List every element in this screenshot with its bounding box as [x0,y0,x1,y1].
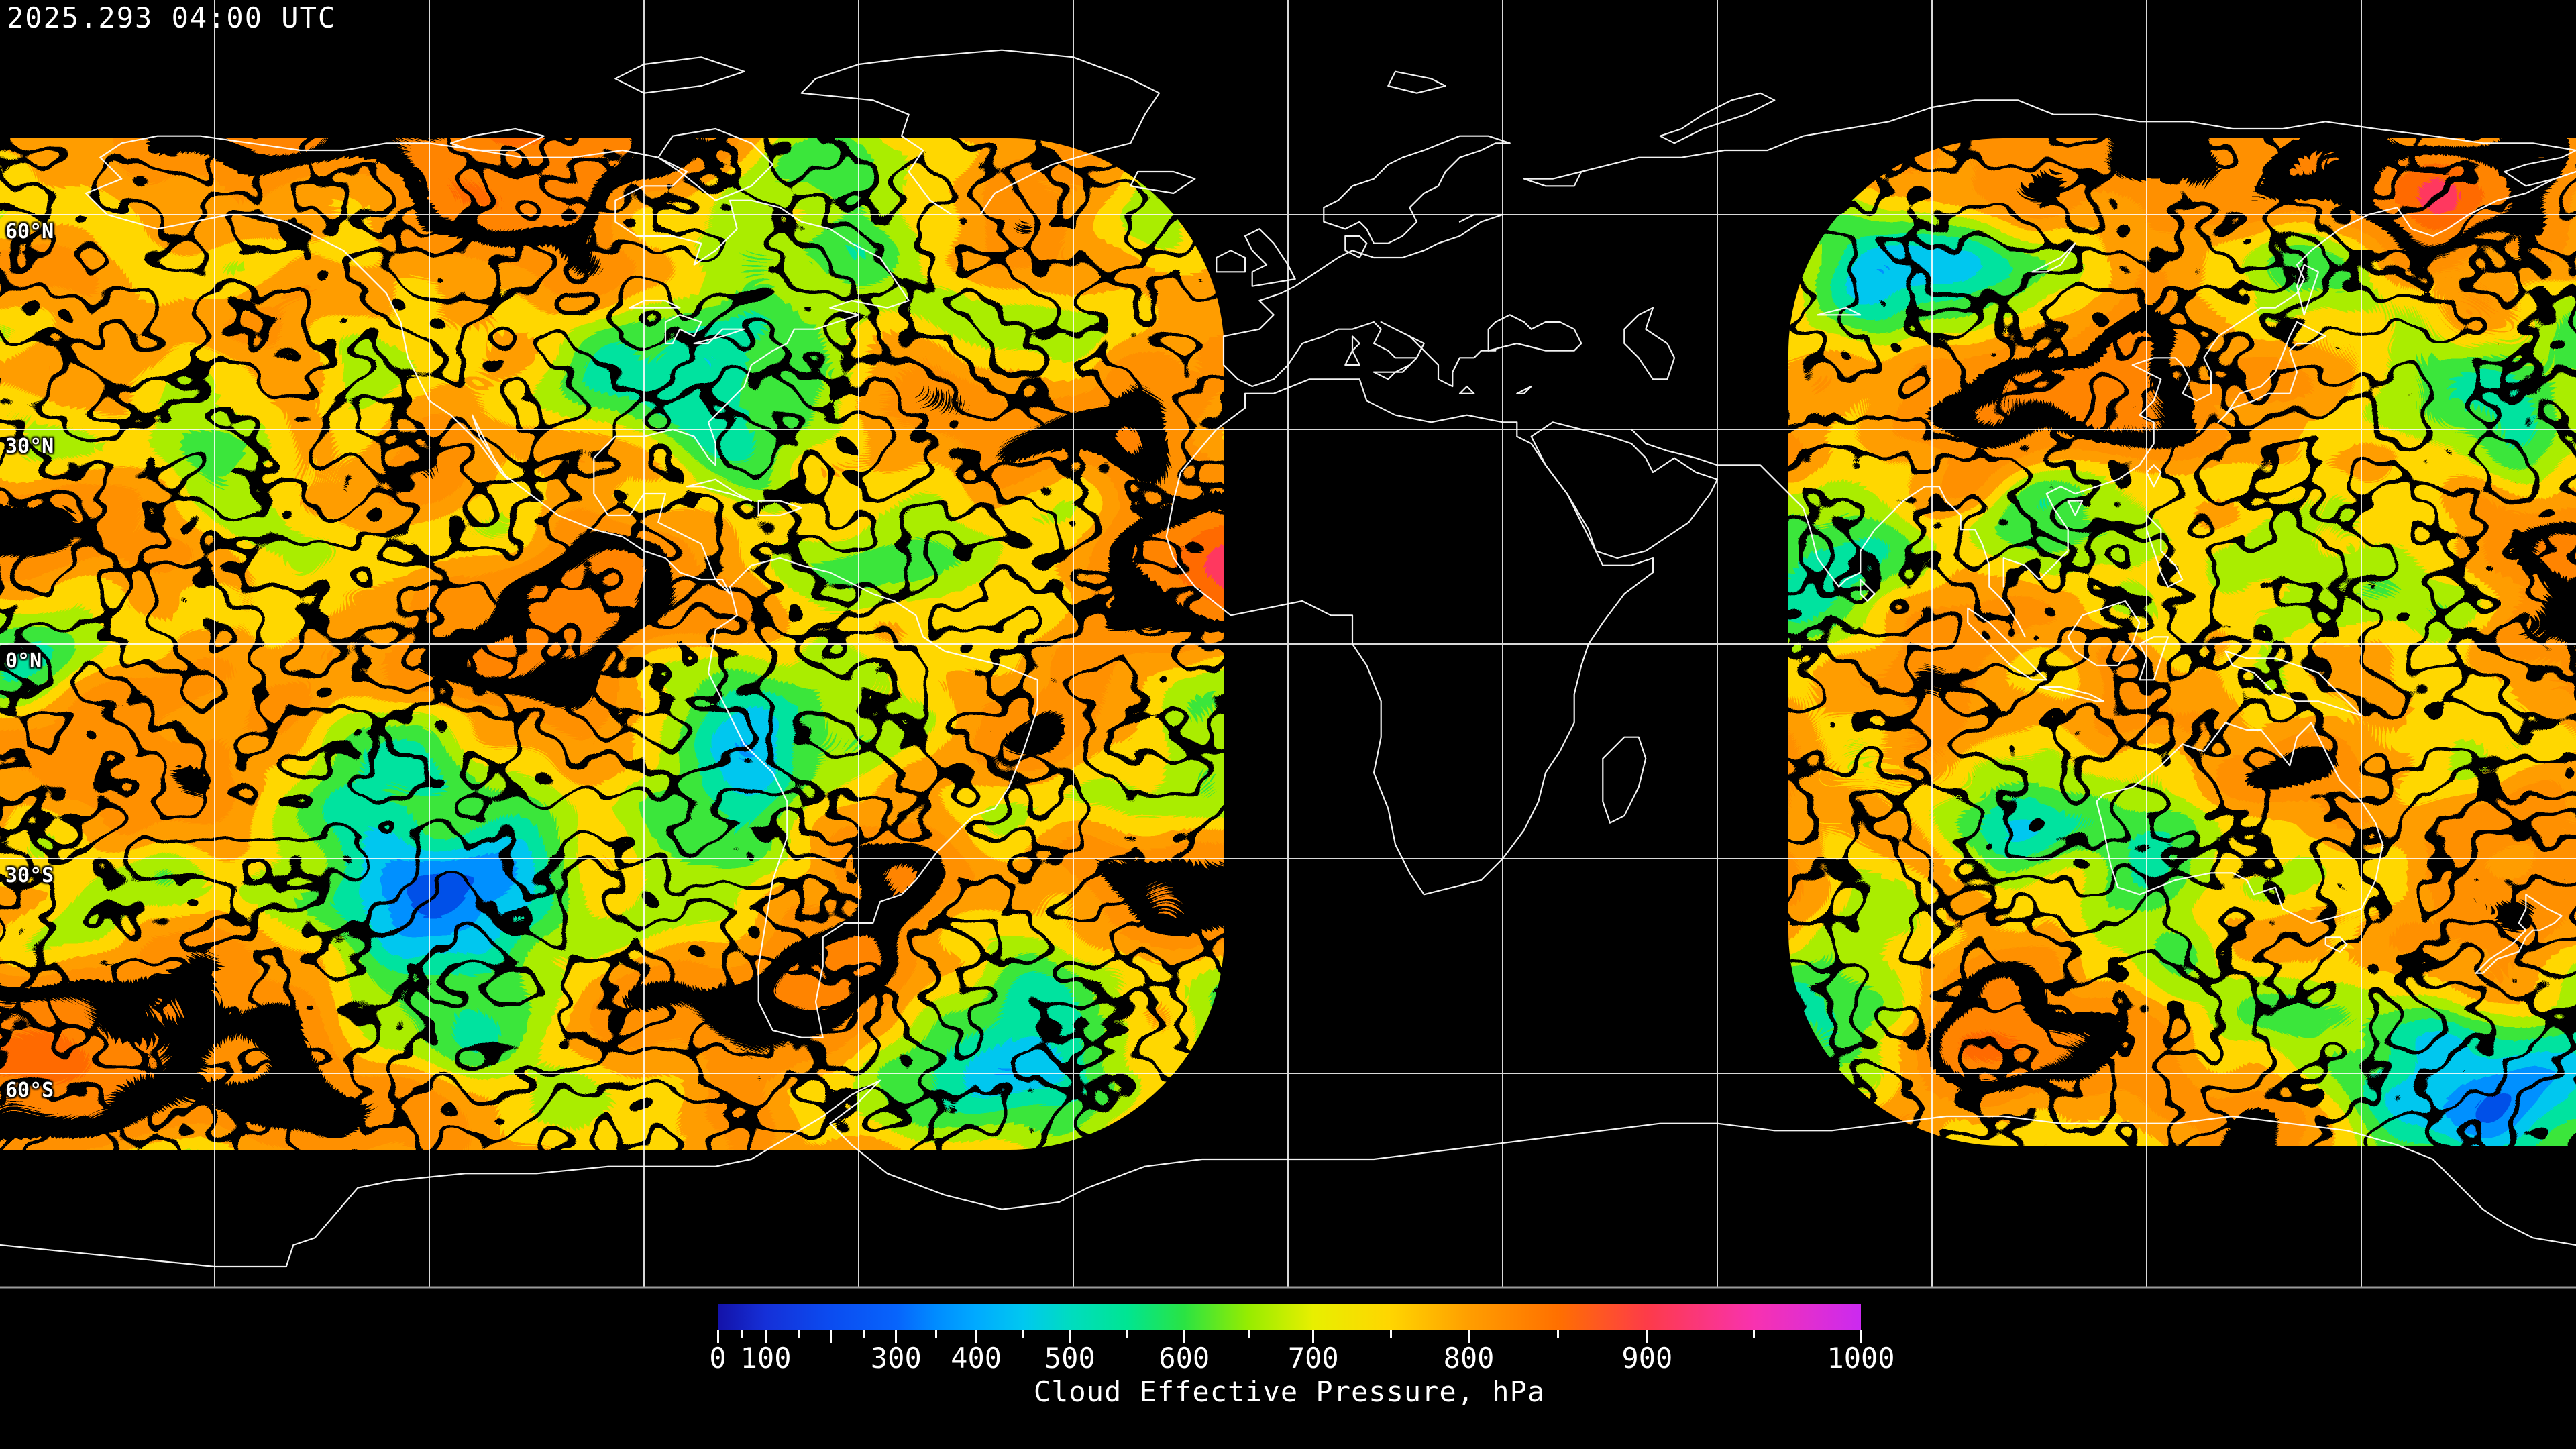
coastline-path [2145,464,2162,488]
coastline-path [1373,213,1504,259]
coastline-path [1216,250,1246,273]
coastline-path [1387,70,1446,94]
latitude-label-60n: 60°N [5,220,54,244]
coastline-path [2296,264,2320,316]
coastline-path [1659,92,1776,144]
coastline-path [2096,722,2384,924]
coastline-path [471,414,509,480]
coastline-path [2038,686,2105,702]
coastline-path [1222,250,1375,337]
coastline-path [1244,228,1296,287]
coastline-path [1323,135,1511,244]
coastline-path [1623,307,1676,380]
coastline-path [1967,607,2047,681]
data-swath-east [1788,138,2576,1146]
coastline-path [2224,650,2363,716]
coastline-path [2475,894,2563,974]
coastline-path [1165,378,1654,896]
coastline-path [2067,600,2141,667]
coastline-path [1516,385,1532,394]
coastline-path [1817,307,1862,316]
coastline-path [85,135,910,595]
coastline-path [1394,328,1497,388]
coastline-path [686,478,753,502]
coastline-path [2324,936,2348,953]
coastline-path [1860,578,1876,602]
coastline-path [2002,170,2576,588]
coastline-path [1344,350,1360,366]
coastline-path [2145,514,2184,588]
coastline-path [449,127,545,152]
coastline-path [657,127,774,201]
coastline-path [757,500,802,517]
latitude-label-0n: 0°N [5,649,42,673]
coastline-path [1602,736,1647,824]
coastline-path [0,1079,2576,1268]
coastline-path [1487,314,1582,352]
latitude-label-30s: 30°S [5,864,54,888]
coastline-path [664,314,702,345]
coastline-path [1222,321,1425,388]
coastline-path [629,299,681,309]
coastline-path [614,56,745,94]
coastline-path [1351,335,1360,352]
coastline-path [2139,636,2169,681]
coastline-path [1373,371,1397,380]
coastline-path [2217,321,2326,423]
coastline-path [1344,235,1368,259]
coastline-path [2031,242,2076,273]
coastline-path [1530,421,1719,559]
coastline-path [2067,500,2084,517]
coastline-path [800,49,1161,216]
coastline-path [693,328,745,345]
coastline-path [1458,385,1475,394]
coastline-path [2504,149,2576,187]
latitude-label-60s: 60°S [5,1079,54,1102]
latitude-label-30n: 30°N [5,435,54,458]
coastline-path [1130,170,1196,195]
coastline-path [1523,99,2576,187]
coastline-path [1630,428,2026,638]
coastline-path [707,557,1038,1038]
timestamp-label: 2025.293 04:00 UTC [7,1,337,34]
coastlines [0,49,2576,1268]
